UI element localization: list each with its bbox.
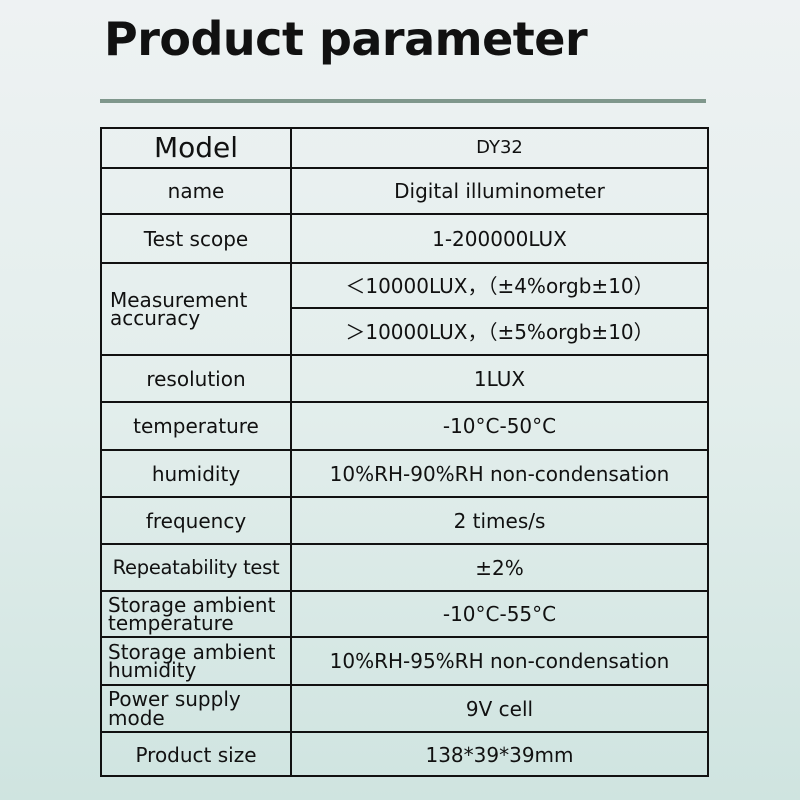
row-label-test-scope: Test scope [102, 215, 292, 264]
row-value-name: Digital illuminometer [292, 169, 707, 215]
row-label-power-supply-mode: Power supply mode [102, 686, 292, 733]
row-label-repeatability-test: Repeatability test [102, 545, 292, 592]
row-value-storage-ambient-temperature: -10°C-55°C [292, 592, 707, 638]
row-label-storage-ambient-humidity: Storage ambient humidity [102, 638, 292, 686]
row-value-product-size: 138*39*39mm [425, 743, 574, 767]
row-label-humidity: humidity [102, 451, 292, 498]
row-value-repeatability-test: ±2% [292, 545, 707, 592]
row-label-frequency: frequency [102, 498, 292, 545]
row-label-temperature: temperature [102, 403, 292, 451]
divider [100, 99, 706, 103]
row-label-resolution: resolution [102, 356, 292, 403]
row-value-model: DY32 [292, 129, 707, 169]
parameter-table: Model DY32 name Digital illuminometer Test s… [100, 127, 709, 777]
row-label-product-size: Product size [102, 733, 292, 777]
row-value-measurement-accuracy-low: ＜10000LUX，（±4%orgb±10） [292, 264, 707, 309]
row-value-resolution: 1LUX [292, 356, 707, 403]
row-label-model: Model [102, 129, 292, 169]
row-value-humidity: 10%RH-90%RH non-condensation [292, 451, 707, 498]
row-label-measurement-accuracy: Measurement accuracy [102, 264, 292, 356]
row-label-storage-ambient-temperature: Storage ambient temperature [102, 592, 292, 638]
row-value-temperature: -10°C-50°C [292, 403, 707, 451]
row-value-storage-ambient-humidity: 10%RH-95%RH non-condensation [292, 638, 707, 686]
page-title: Product parameter [104, 12, 588, 66]
row-value-frequency: 2 times/s [292, 498, 707, 545]
row-value-measurement-accuracy-high: ＞10000LUX，（±5%orgb±10） [292, 309, 707, 356]
row-label-name: name [102, 169, 292, 215]
row-value-power-supply-mode: 9V cell [292, 686, 707, 733]
row-value-test-scope: 1-200000LUX [292, 215, 707, 264]
